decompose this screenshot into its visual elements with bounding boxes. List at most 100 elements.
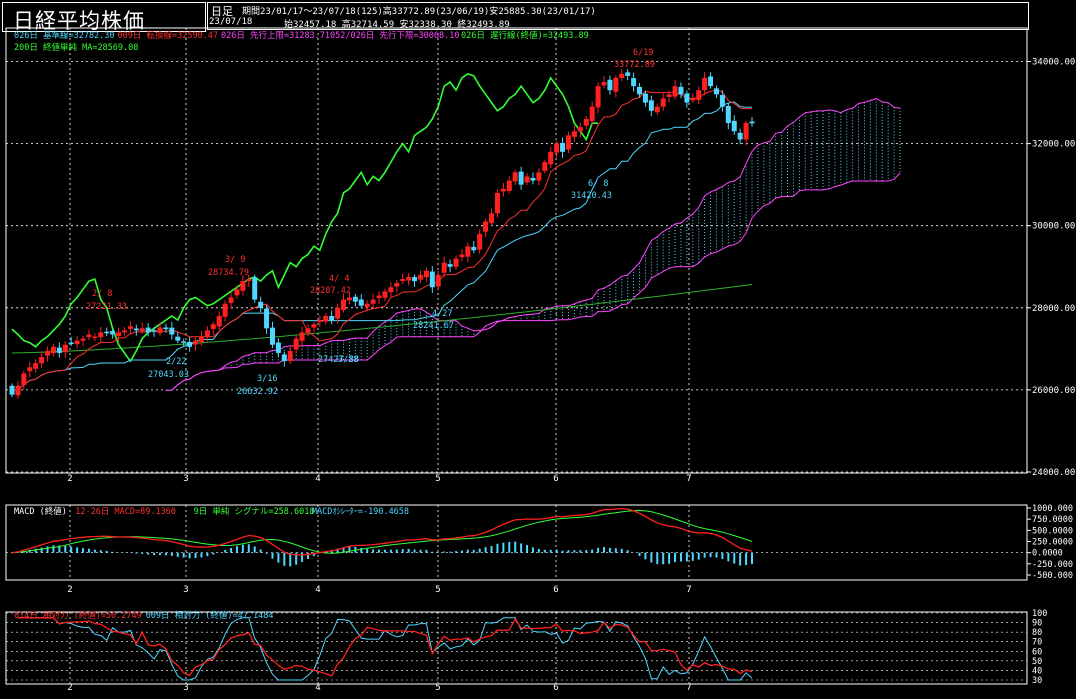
candle-body [731,120,737,132]
candle-body [92,336,98,339]
candle-body [74,340,80,345]
candle-body [198,336,204,343]
candle-body [127,326,133,329]
candle-body [151,330,157,332]
main-legend-item: 009日 転換線=32590.47 [118,30,219,41]
candle-body [240,281,246,291]
rsi-y-tick-label: 60 [1032,647,1042,657]
x-tick-label: 5 [435,585,440,595]
x-tick-label: 2 [67,585,72,595]
macd-y-tick-label: 500.0000 [1032,526,1073,536]
ma200-legend-item: 200日 終値単純 MA=28569.08 [14,42,138,53]
period-info: 期間23/01/17～23/07/18(125)高33772.89(23/06/… [242,7,596,17]
candle-body [648,100,654,111]
candle-body [406,277,412,281]
candle-body [323,316,329,322]
candle-body [583,118,589,126]
candle-body [429,271,435,288]
candle-body [382,291,388,298]
rsi-y-tick-label: 40 [1032,666,1042,676]
candle-body [571,131,577,137]
candle-body [678,86,684,95]
candle-body [258,301,264,308]
x-tick-label: 5 [435,474,440,484]
candle-body [737,132,743,140]
candle-body [637,86,643,95]
price-annotation: 4/ 4 [329,274,349,284]
price-annotation: 27427.88 [318,355,359,365]
candle-body [435,274,441,287]
price-panel-frame [5,27,1028,474]
candle-body [33,363,39,369]
main-legend-item: 026日 先行上限=31283.71 [221,30,330,41]
candle-body [459,254,465,258]
macd-y-tick-label: 250.0000 [1032,538,1073,548]
candle-body [27,367,33,372]
candle-body [536,172,542,181]
candle-body [613,77,619,92]
candle-body [311,324,317,328]
candle-body [364,303,370,308]
candle-body [299,332,305,341]
candle-body [702,77,708,91]
candle-body [210,324,216,329]
candle-body [388,287,394,293]
candle-body [542,162,548,171]
macd-y-tick-label: 1000.000 [1032,504,1073,514]
candle-body [98,332,104,338]
candle-body [441,262,447,273]
candle-body [696,90,702,100]
candle-body [524,176,530,183]
rsi-y-tick-label: 50 [1032,657,1042,667]
tenkan-line [11,89,752,391]
price-annotation: 6/ 8 [588,179,608,189]
candle-body [133,328,139,331]
macd-legend-item: 9日 単純 シグナル=258.6018 [194,506,315,517]
candle-body [352,296,358,302]
candle-body [346,297,352,301]
candle-body [163,327,169,330]
candle-body [483,221,489,232]
candle-body [642,93,648,103]
candle-body [577,127,583,132]
candle-body [222,303,228,317]
main-legend-item: 026日 基準線=32782.30 [14,30,115,41]
candle-body [317,320,323,323]
candle-body [121,330,127,333]
candle-body [193,340,199,345]
rsi14-line [17,617,753,677]
candle-body [565,135,571,150]
ohlc-readout: 始32457.18 高32714.59 安32338.30 終32493.89 [284,20,510,30]
candle-body [447,264,453,267]
ma200-line [11,283,753,354]
x-tick-label: 3 [183,474,188,484]
chart-title: 日経平均株価 [13,9,145,33]
rsi-y-tick-label: 100 [1032,609,1047,619]
price-annotation: 3/16 [257,374,277,384]
candle-body [631,78,637,87]
x-tick-label: 6 [553,683,558,693]
candle-body [269,327,275,345]
ichimoku-cloud [224,98,901,368]
x-tick-label: 6 [553,474,558,484]
candle-body [175,336,181,341]
rsi-y-tick-label: 70 [1032,638,1042,648]
candle-body [56,347,62,353]
header-box: 日足 期間23/01/17～23/07/18(125)高33772.89(23/… [207,2,1029,30]
price-annotation: 28287.42 [310,286,351,296]
price-annotation: 26632.92 [237,387,278,397]
candle-body [477,233,483,250]
candle-body [376,295,382,299]
candle-body [287,350,293,362]
title-box: 日経平均株価 [2,2,206,33]
x-tick-label: 7 [686,585,691,595]
candle-body [465,246,471,257]
senkou-span-a-line [165,98,901,391]
price-annotation: 27221.33 [86,302,127,312]
candle-body [400,279,406,281]
candle-body [305,328,311,334]
candle-body [39,357,45,364]
x-tick-label: 4 [315,683,320,693]
y-tick-label: 32000.00 [1032,140,1075,150]
candle-body [412,277,418,282]
